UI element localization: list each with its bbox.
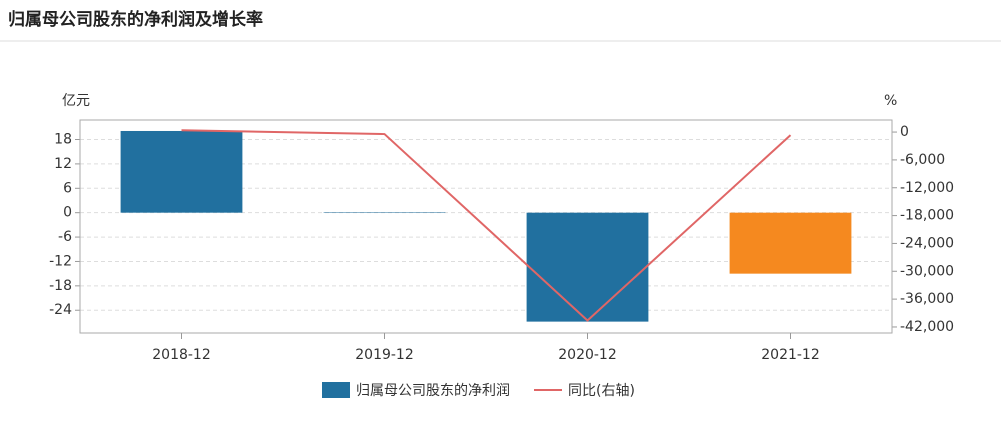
y-tick-label: -24: [49, 302, 72, 318]
x-tick-label: 2019-12: [355, 347, 414, 363]
x-tick-label: 2020-12: [558, 347, 617, 363]
line: [181, 129, 792, 322]
y-tick-label: -6: [58, 229, 72, 245]
x-tick-label: 2021-12: [761, 347, 820, 363]
y2-tick-label: -24,000: [900, 235, 954, 251]
bar: [120, 130, 243, 213]
plot-frame: [79, 119, 893, 334]
legend-label: 归属母公司股东的净利润: [356, 382, 510, 399]
y-axis-label: 亿元: [62, 93, 90, 109]
y2-tick-label: -18,000: [900, 208, 954, 224]
y2-tick-label: -42,000: [900, 319, 954, 335]
y-tick-label: 6: [63, 180, 72, 196]
y-tick-label: 12: [54, 156, 72, 172]
bar: [323, 212, 446, 213]
y2-axis-label: %: [884, 93, 897, 109]
y2-tick-label: -36,000: [900, 291, 954, 307]
y2-tick-label: 0: [900, 124, 909, 140]
y-tick-label: -18: [49, 278, 72, 294]
bar: [729, 212, 852, 274]
y2-tick-label: -30,000: [900, 263, 954, 279]
y2-tick-label: -6,000: [900, 152, 945, 168]
chart-title: 归属母公司股东的净利润及增长率: [8, 9, 263, 30]
y-tick-label: -12: [49, 253, 72, 269]
bar: [526, 212, 649, 322]
y-tick-label: 18: [54, 132, 72, 148]
y-tick-label: 0: [63, 205, 72, 221]
legend-swatch: [322, 382, 350, 398]
legend-label: 同比(右轴): [568, 383, 635, 399]
y2-tick-label: -12,000: [900, 180, 954, 196]
x-tick-label: 2018-12: [152, 347, 211, 363]
